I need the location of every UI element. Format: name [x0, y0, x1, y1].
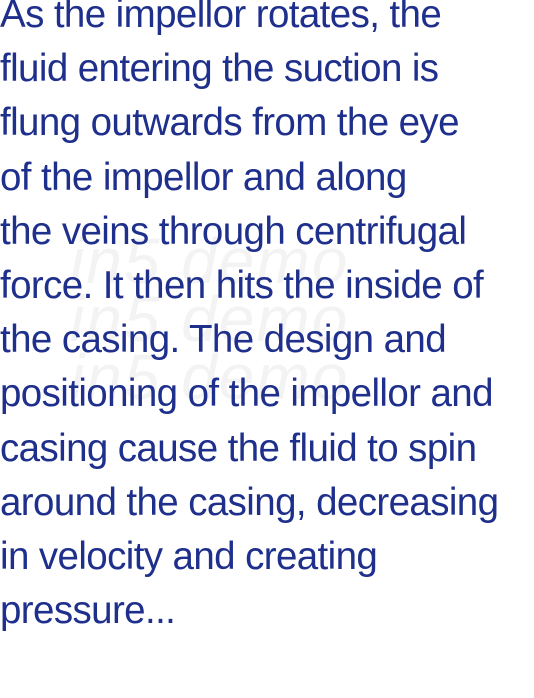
paragraph-line: force. It then hits the inside of — [0, 264, 484, 308]
paragraph-line: the veins through centrifugal — [0, 209, 467, 253]
paragraph-line: casing cause the fluid to spin — [0, 426, 477, 470]
paragraph-line: As the impellor rotates, the — [0, 0, 442, 36]
paragraph-line: the casing. The design and — [0, 318, 447, 362]
body-paragraph: As the impellor rotates, the fluid enter… — [0, 0, 499, 633]
paragraph-line: flung outwards from the eye — [0, 101, 459, 145]
paragraph-line: pressure... — [0, 589, 176, 633]
paragraph-line: of the impellor and along — [0, 155, 407, 199]
paragraph-line: around the casing, decreasing — [0, 480, 499, 524]
paragraph-line: in velocity and creating — [0, 535, 378, 579]
paragraph-line: positioning of the impellor and — [0, 372, 494, 416]
paragraph-line: fluid entering the suction is — [0, 47, 439, 91]
